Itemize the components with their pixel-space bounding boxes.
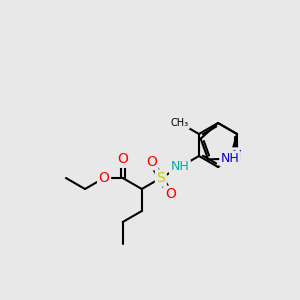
Text: S: S bbox=[157, 171, 165, 185]
Text: NH: NH bbox=[170, 160, 189, 173]
Text: NH: NH bbox=[221, 152, 239, 165]
Text: N: N bbox=[232, 149, 242, 163]
Text: CH₃: CH₃ bbox=[171, 118, 189, 128]
Text: O: O bbox=[117, 152, 128, 166]
Text: O: O bbox=[146, 155, 157, 169]
Text: O: O bbox=[99, 171, 110, 185]
Text: O: O bbox=[165, 187, 176, 201]
